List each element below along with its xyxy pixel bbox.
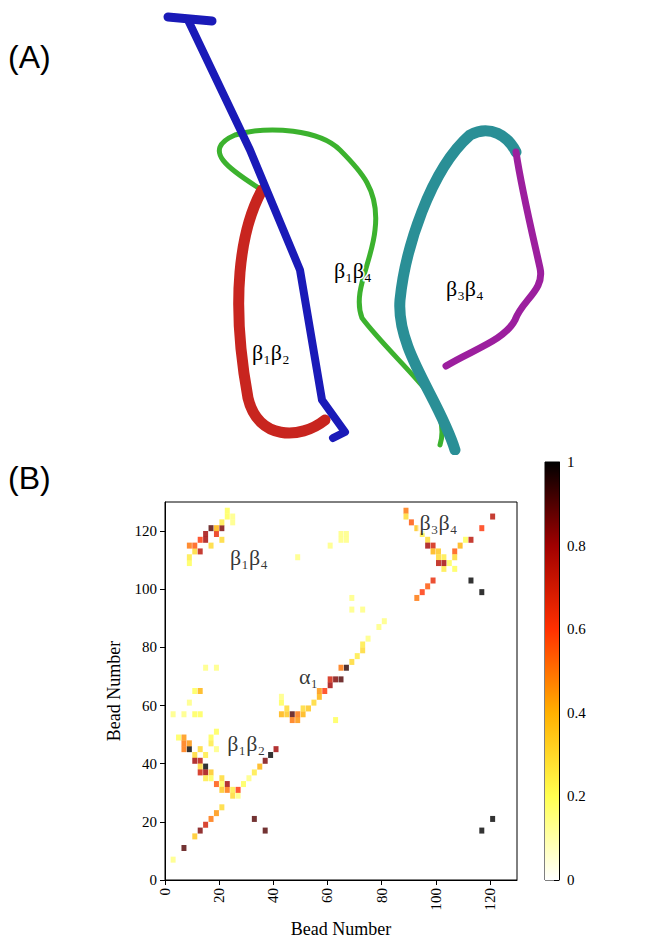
svg-text:80: 80 — [142, 639, 157, 655]
svg-text:α₁: α₁ — [299, 664, 318, 689]
svg-text:β₃β₄: β₃β₄ — [446, 276, 484, 301]
svg-text:1: 1 — [567, 454, 575, 470]
svg-text:0.8: 0.8 — [567, 538, 586, 554]
svg-text:0: 0 — [567, 872, 575, 888]
svg-text:β₁β₄: β₁β₄ — [334, 258, 372, 283]
svg-text:80: 80 — [374, 888, 390, 903]
svg-text:100: 100 — [428, 888, 444, 911]
svg-text:20: 20 — [142, 814, 157, 830]
svg-text:β₃β₄: β₃β₄ — [420, 510, 458, 535]
svg-text:β₁β₂: β₁β₂ — [227, 731, 265, 756]
svg-text:120: 120 — [135, 523, 158, 539]
svg-text:40: 40 — [142, 756, 157, 772]
svg-text:0.6: 0.6 — [567, 621, 586, 637]
svg-text:60: 60 — [142, 698, 157, 714]
svg-text:40: 40 — [265, 888, 281, 903]
svg-text:(A): (A) — [8, 39, 51, 75]
svg-text:0: 0 — [157, 888, 173, 896]
svg-text:0: 0 — [150, 872, 158, 888]
svg-text:120: 120 — [482, 888, 498, 911]
svg-text:Bead Number: Bead Number — [104, 641, 124, 741]
svg-text:0.4: 0.4 — [567, 705, 586, 721]
svg-text:β₁β₄: β₁β₄ — [230, 545, 268, 570]
svg-text:100: 100 — [135, 581, 158, 597]
svg-text:20: 20 — [211, 888, 227, 903]
svg-text:(B): (B) — [8, 460, 51, 496]
svg-text:0.2: 0.2 — [567, 788, 586, 804]
svg-text:β₁β₂: β₁β₂ — [252, 340, 290, 365]
svg-text:Bead Number: Bead Number — [291, 919, 391, 939]
svg-text:60: 60 — [319, 888, 335, 903]
